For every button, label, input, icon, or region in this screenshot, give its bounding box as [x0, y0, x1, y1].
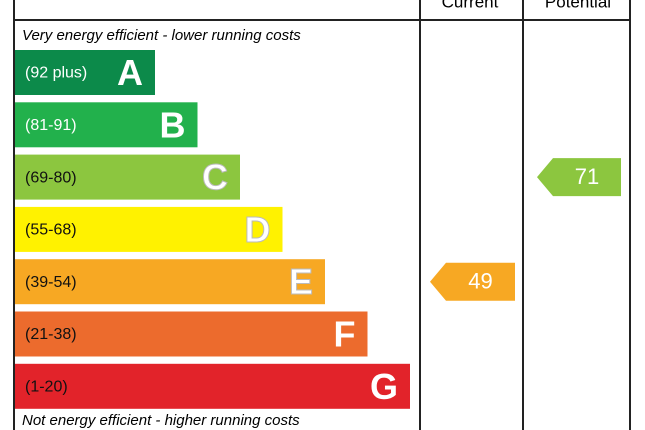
band-range: (39-54) — [25, 274, 77, 291]
potential-arrow — [537, 158, 621, 197]
potential-value: 71 — [575, 164, 599, 189]
band-bar — [15, 50, 155, 95]
frame — [13, 0, 631, 430]
current-header: Current — [442, 0, 499, 11]
band-range: (92 plus) — [25, 65, 87, 82]
band-letter: E — [289, 261, 313, 302]
band-range: (55-68) — [25, 222, 77, 239]
band-range: (69-80) — [25, 169, 77, 186]
band-letter: C — [202, 157, 228, 198]
potential-header: Potential — [545, 0, 611, 11]
band-letter: D — [245, 209, 271, 250]
band-letter: A — [117, 52, 143, 93]
band-letter: F — [334, 314, 356, 355]
current-arrow — [430, 262, 515, 301]
band-letter: B — [160, 104, 186, 145]
band-letter: G — [370, 366, 398, 407]
band-bar — [15, 259, 325, 305]
bottom-note: Not energy efficient - higher running co… — [22, 412, 300, 429]
band-bar — [15, 206, 283, 252]
band-bar — [15, 102, 198, 148]
band-bar — [15, 363, 410, 409]
band-range: (81-91) — [25, 117, 77, 134]
band-range: (1-20) — [25, 379, 68, 396]
top-note: Very energy efficient - lower running co… — [22, 27, 301, 44]
band-bar — [15, 311, 368, 357]
current-value: 49 — [468, 269, 492, 294]
band-range: (21-38) — [25, 326, 77, 343]
band-bar — [15, 154, 240, 200]
